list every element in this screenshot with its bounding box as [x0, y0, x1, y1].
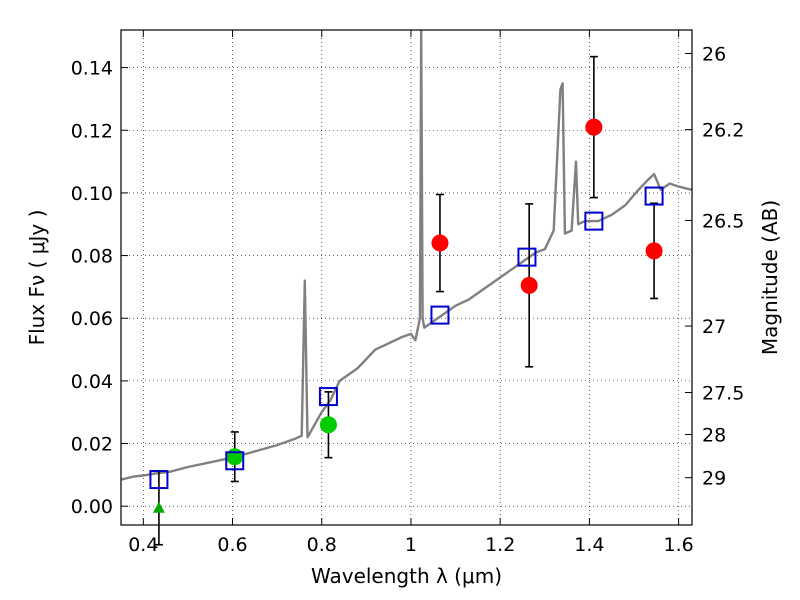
data-point-red — [645, 242, 663, 260]
y-tick-label: 0.12 — [71, 120, 113, 142]
model-square — [517, 247, 537, 267]
spectrum-line — [121, 30, 692, 481]
x-tick-label: 1 — [405, 534, 417, 556]
x-tick-label: 0.4 — [128, 534, 158, 556]
y-tick-label: 0.00 — [71, 496, 113, 518]
x-tick-label: 1.2 — [485, 534, 515, 556]
spectrum-layer — [121, 30, 692, 481]
y2-tick-label: 27.5 — [702, 382, 744, 404]
y2-tick-label: 27 — [702, 316, 726, 338]
y-tick-label: 0.06 — [71, 308, 113, 330]
x-tick-label: 0.6 — [217, 534, 247, 556]
y2-tick-label: 29 — [702, 468, 726, 490]
y-tick-label: 0.14 — [71, 58, 113, 80]
y-axis-ticks: 0.00 0.02 0.04 0.06 0.08 0.10 0.12 0.14 — [71, 58, 128, 518]
y2-axis-ticks: 26 26.2 26.5 27 27.5 28 29 — [685, 43, 744, 490]
model-square — [318, 387, 338, 407]
data-point-red — [520, 276, 538, 294]
x-tick-label: 1.4 — [574, 534, 604, 556]
y-tick-label: 0.02 — [71, 434, 113, 456]
y-axis-label: Flux Fν ( μJy ) — [25, 210, 49, 346]
x-tick-label: 1.6 — [664, 534, 694, 556]
upper-limit-marker — [152, 501, 165, 513]
y2-tick-label: 26 — [702, 43, 726, 65]
y2-tick-label: 26.2 — [702, 120, 744, 142]
model-square — [149, 470, 169, 490]
y2-tick-label: 26.5 — [702, 210, 744, 232]
y-tick-label: 0.08 — [71, 246, 113, 268]
plot-frame — [120, 29, 693, 526]
marker-layer — [149, 118, 664, 513]
x-axis-ticks: 0.4 0.6 0.8 1 1.2 1.4 1.6 — [128, 30, 694, 556]
y2-tick-label: 28 — [702, 424, 726, 446]
grid-lines — [121, 30, 692, 525]
model-square — [225, 451, 245, 471]
errorbar-layer — [154, 55, 659, 546]
x-tick-label: 0.8 — [307, 534, 337, 556]
data-point-red — [585, 118, 603, 136]
y-tick-label: 0.10 — [71, 183, 113, 205]
y-tick-label: 0.04 — [71, 371, 113, 393]
x-axis-label: Wavelength λ (μm) — [311, 564, 502, 588]
y2-axis-label: Magnitude (AB) — [758, 200, 782, 355]
model-square — [584, 211, 604, 231]
data-point-green — [226, 448, 244, 466]
data-point-green — [319, 416, 337, 434]
model-square — [430, 305, 450, 325]
data-point-red — [431, 234, 449, 252]
model-square — [644, 186, 664, 206]
